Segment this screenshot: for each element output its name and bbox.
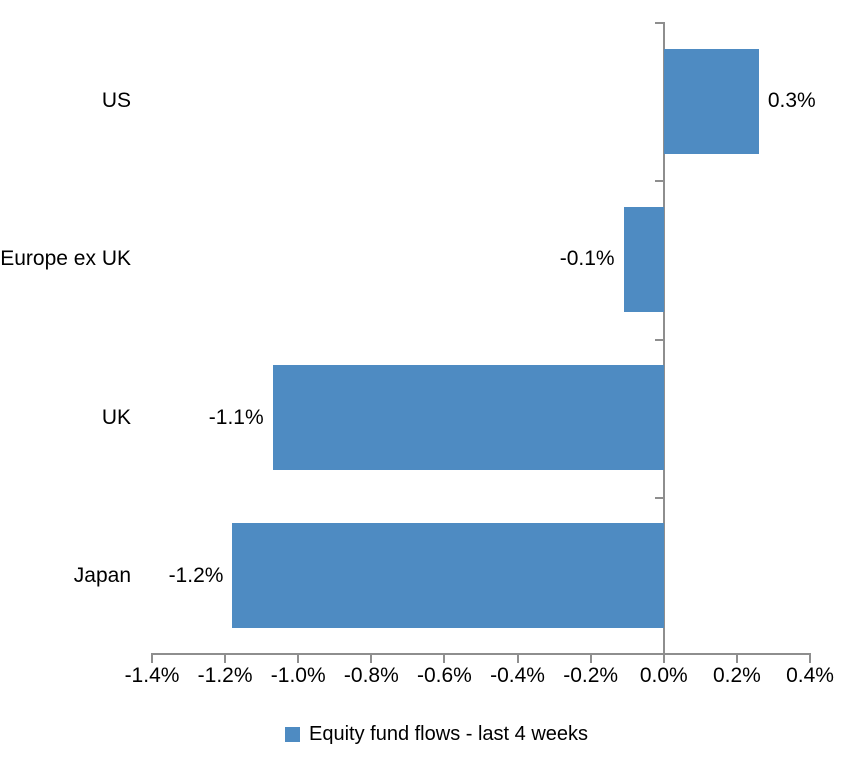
x-tick-label: 0.4%	[786, 664, 834, 687]
x-tick-label: -0.2%	[563, 664, 619, 687]
category-label-japan: Japan	[73, 563, 131, 587]
x-tick	[517, 653, 519, 663]
category-label-europe-ex-uk: Europe ex UK	[0, 247, 131, 271]
x-tick	[151, 653, 153, 663]
category-label-us: US	[101, 89, 131, 113]
bar-japan	[232, 523, 664, 629]
x-tick-label: 0.2%	[712, 664, 761, 687]
category-axis-tick	[655, 339, 665, 341]
bar-value-label-japan: -1.2%	[168, 563, 224, 587]
bar-europe-ex-uk	[623, 206, 664, 312]
x-tick-label: -1.2%	[197, 664, 253, 687]
x-tick	[370, 653, 372, 663]
x-tick	[443, 653, 445, 663]
x-tick	[297, 653, 299, 663]
legend: Equity fund flows - last 4 weeks	[285, 722, 588, 746]
x-tick-label: -0.4%	[490, 664, 545, 687]
category-axis-tick	[655, 180, 665, 182]
x-axis-line	[152, 653, 810, 655]
category-axis-tick	[655, 653, 665, 655]
x-tick	[663, 653, 665, 663]
x-tick	[736, 653, 738, 663]
x-tick-label: -1.4%	[124, 664, 180, 687]
category-axis-tick	[655, 22, 665, 24]
bar-value-label-us: 0.3%	[767, 89, 816, 113]
category-axis-tick	[655, 497, 665, 499]
x-tick-label: -1.0%	[270, 664, 326, 687]
legend-series-swatch-icon	[285, 726, 300, 742]
category-label-uk: UK	[101, 405, 131, 429]
bar-value-label-uk: -1.1%	[208, 405, 264, 429]
bar-uk	[272, 365, 664, 471]
bar-us	[663, 48, 759, 154]
x-tick	[590, 653, 592, 663]
legend-series-label: Equity fund flows - last 4 weeks	[309, 723, 589, 745]
category-axis-line	[663, 22, 665, 655]
x-tick-label: -0.8%	[343, 664, 399, 687]
bar-value-label-europe-ex-uk: -0.1%	[559, 247, 615, 271]
x-tick	[224, 653, 226, 663]
x-tick-label: 0.0%	[639, 664, 688, 687]
x-tick	[809, 653, 811, 663]
x-tick-label: -0.6%	[417, 664, 472, 687]
